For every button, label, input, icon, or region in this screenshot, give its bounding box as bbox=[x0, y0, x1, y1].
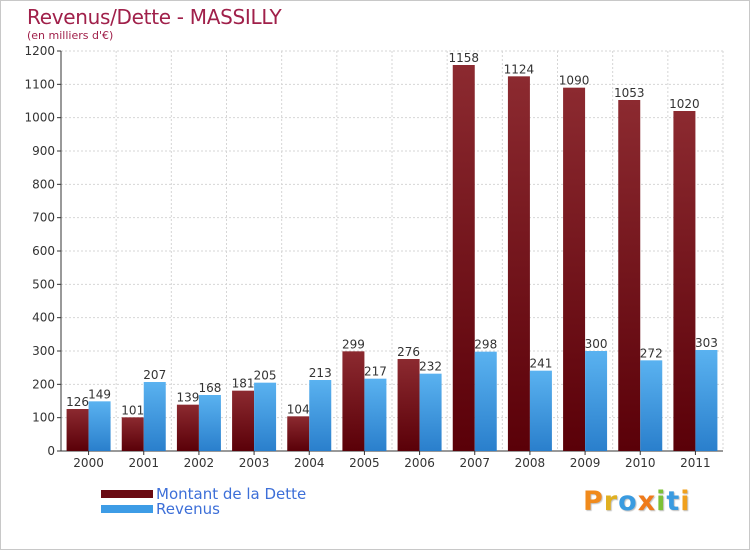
legend-swatch-dette bbox=[101, 490, 153, 498]
y-tick-label: 700 bbox=[32, 211, 55, 225]
bar-dette bbox=[121, 417, 144, 451]
bar-dette bbox=[673, 111, 696, 451]
bar-dette bbox=[507, 76, 530, 451]
x-tick-label: 2001 bbox=[128, 456, 159, 470]
data-label-revenus: 298 bbox=[474, 338, 497, 352]
y-tick-label: 900 bbox=[32, 144, 55, 158]
chart-title: Revenus/Dette - MASSILLY bbox=[27, 5, 282, 29]
data-label-revenus: 241 bbox=[529, 357, 552, 371]
x-tick-label: 2006 bbox=[404, 456, 435, 470]
data-label-dette: 104 bbox=[287, 402, 310, 416]
data-label-dette: 1090 bbox=[559, 74, 590, 88]
proxiti-logo: Proxiti bbox=[583, 486, 691, 517]
data-label-revenus: 300 bbox=[585, 337, 608, 351]
data-label-revenus: 205 bbox=[254, 369, 277, 383]
data-label-dette: 1053 bbox=[614, 86, 645, 100]
bar-dette bbox=[66, 409, 89, 451]
bar-revenus bbox=[309, 380, 332, 451]
data-label-dette: 139 bbox=[176, 391, 199, 405]
legend-label-dette: Montant de la Dette bbox=[156, 485, 307, 503]
bar-revenus bbox=[640, 360, 663, 451]
data-label-revenus: 207 bbox=[143, 368, 166, 382]
data-label-revenus: 149 bbox=[88, 387, 111, 401]
y-tick-label: 1100 bbox=[24, 77, 55, 91]
bar-dette bbox=[618, 100, 641, 451]
data-label-dette: 101 bbox=[121, 403, 144, 417]
legend-swatch-revenus bbox=[101, 505, 153, 513]
bar-revenus bbox=[364, 378, 387, 451]
x-tick-label: 2005 bbox=[349, 456, 380, 470]
x-tick-label: 2007 bbox=[459, 456, 490, 470]
x-tick-label: 2004 bbox=[294, 456, 325, 470]
bar-revenus bbox=[474, 351, 497, 451]
data-label-dette: 1124 bbox=[504, 62, 535, 76]
bars bbox=[66, 65, 718, 452]
bar-revenus bbox=[529, 370, 552, 451]
bar-dette bbox=[232, 390, 255, 451]
legend-label-revenus: Revenus bbox=[156, 500, 220, 518]
y-tick-label: 400 bbox=[32, 311, 55, 325]
bar-revenus bbox=[695, 350, 718, 451]
y-tick-label: 800 bbox=[32, 177, 55, 191]
chart-subtitle: (en milliers d'€) bbox=[27, 29, 114, 42]
data-label-revenus: 217 bbox=[364, 365, 387, 379]
x-tick-label: 2009 bbox=[570, 456, 601, 470]
bar-revenus bbox=[585, 351, 608, 451]
bar-dette bbox=[397, 359, 420, 451]
bar-revenus bbox=[419, 373, 442, 451]
data-label-dette: 299 bbox=[342, 337, 365, 351]
x-tick-label: 2010 bbox=[625, 456, 656, 470]
data-label-dette: 276 bbox=[397, 345, 420, 359]
bar-dette bbox=[452, 65, 475, 451]
y-tick-label: 1200 bbox=[24, 44, 55, 58]
x-tick-label: 2011 bbox=[680, 456, 711, 470]
data-label-revenus: 168 bbox=[198, 381, 221, 395]
y-tick-label: 300 bbox=[32, 344, 55, 358]
bar-dette bbox=[287, 416, 310, 451]
data-label-revenus: 303 bbox=[695, 336, 718, 350]
axes: 0 100 200 300 400 500 600 700 800 900 1000 1100 1200… bbox=[24, 44, 723, 470]
y-tick-label: 200 bbox=[32, 377, 55, 391]
bar-dette bbox=[342, 351, 365, 451]
bar-revenus bbox=[198, 395, 221, 451]
y-tick-label: 1000 bbox=[24, 111, 55, 125]
data-label-revenus: 213 bbox=[309, 366, 332, 380]
x-tick-label: 2000 bbox=[73, 456, 104, 470]
bar-dette bbox=[176, 404, 199, 451]
bar-revenus bbox=[254, 382, 277, 451]
y-tick-label: 100 bbox=[32, 411, 55, 425]
bar-revenus bbox=[143, 382, 166, 451]
data-label-dette: 1158 bbox=[448, 51, 479, 65]
data-label-revenus: 232 bbox=[419, 360, 442, 374]
data-label-dette: 1020 bbox=[669, 97, 700, 111]
x-tick-label: 2002 bbox=[184, 456, 215, 470]
x-tick-label: 2003 bbox=[239, 456, 270, 470]
bar-revenus bbox=[88, 401, 111, 451]
data-label-revenus: 272 bbox=[640, 346, 663, 360]
bar-dette bbox=[563, 87, 586, 452]
y-tick-label: 0 bbox=[47, 444, 55, 458]
data-label-dette: 126 bbox=[66, 395, 89, 409]
y-tick-label: 500 bbox=[32, 277, 55, 291]
data-label-dette: 181 bbox=[232, 377, 255, 391]
x-tick-label: 2008 bbox=[515, 456, 546, 470]
y-tick-label: 600 bbox=[32, 244, 55, 258]
